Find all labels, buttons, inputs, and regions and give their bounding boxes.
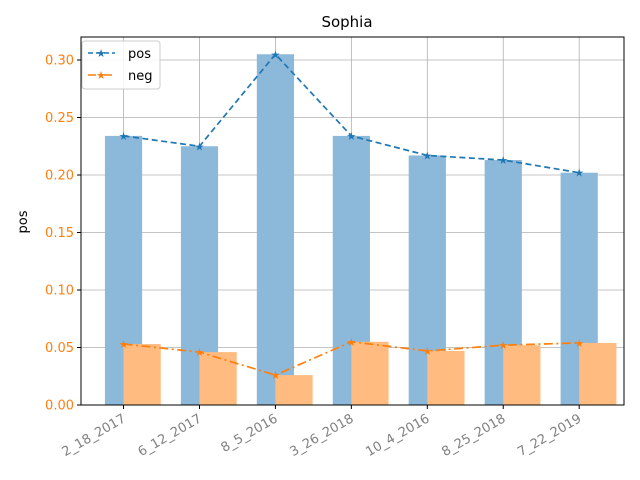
series-line-pos (123, 52, 580, 174)
marker-pos: ★ (346, 130, 356, 143)
y-tick-label: 0.30 (45, 54, 74, 69)
y-axis-label: pos (16, 210, 31, 233)
marker-neg: ★ (498, 339, 508, 352)
y-tick-label: 0.25 (45, 111, 74, 126)
y-tick-label: 0.20 (45, 169, 74, 184)
bar-neg (579, 342, 617, 405)
marker-pos: ★ (119, 130, 129, 143)
marker-neg: ★ (119, 338, 129, 351)
legend-marker-neg: ★ (96, 69, 106, 82)
marker-neg: ★ (574, 337, 584, 350)
bar-neg (123, 344, 161, 405)
x-tick-label: 3_26_2018 (287, 411, 356, 459)
x-tick-label: 10_4_2016 (363, 411, 432, 459)
y-tick-label: 0.05 (45, 341, 74, 356)
y-tick-label: 0.00 (45, 399, 74, 414)
bar-neg (427, 350, 465, 405)
bar-pos (256, 54, 295, 405)
x-tick-label: 6_12_2017 (136, 411, 205, 459)
series-lines: ★ ★ ★ ★ ★ ★ ★ ★ ★ ★ ★ ★ ★ ★ (119, 48, 585, 382)
x-tick-label: 2_18_2017 (60, 411, 129, 459)
x-axis-ticks: 2_18_2017 6_12_2017 8_5_2016 3_26_2018 10_4_… (60, 405, 584, 460)
plot-frame (80, 36, 625, 406)
y-axis-ticks: 0.00 0.05 0.10 0.15 0.20 0.25 0.30 (45, 54, 81, 414)
marker-neg: ★ (270, 369, 280, 382)
marker-neg: ★ (346, 336, 356, 349)
bar-neg (199, 352, 237, 405)
chart-title: Sophia (321, 13, 372, 31)
x-tick-label: 8_25_2018 (439, 411, 508, 459)
legend-box (81, 40, 161, 90)
bars (104, 54, 617, 405)
bar-neg (275, 375, 313, 405)
bar-neg (503, 345, 541, 405)
legend: ★ pos ★ neg (81, 40, 161, 90)
marker-neg: ★ (422, 345, 432, 358)
x-tick-label: 7_22_2019 (515, 411, 584, 459)
marker-pos: ★ (498, 154, 508, 167)
y-tick-label: 0.15 (45, 226, 74, 241)
marker-pos: ★ (270, 48, 280, 61)
bar-neg (351, 341, 389, 405)
marker-neg: ★ (195, 346, 205, 359)
marker-pos: ★ (574, 167, 584, 180)
marker-pos: ★ (422, 149, 432, 162)
series-line-neg (123, 340, 580, 377)
marker-pos: ★ (195, 140, 205, 153)
legend-label-pos: pos (128, 47, 151, 62)
legend-label-neg: neg (128, 69, 153, 84)
legend-marker-pos: ★ (96, 47, 106, 60)
y-tick-label: 0.10 (45, 284, 74, 299)
x-tick-label: 8_5_2016 (219, 411, 281, 455)
